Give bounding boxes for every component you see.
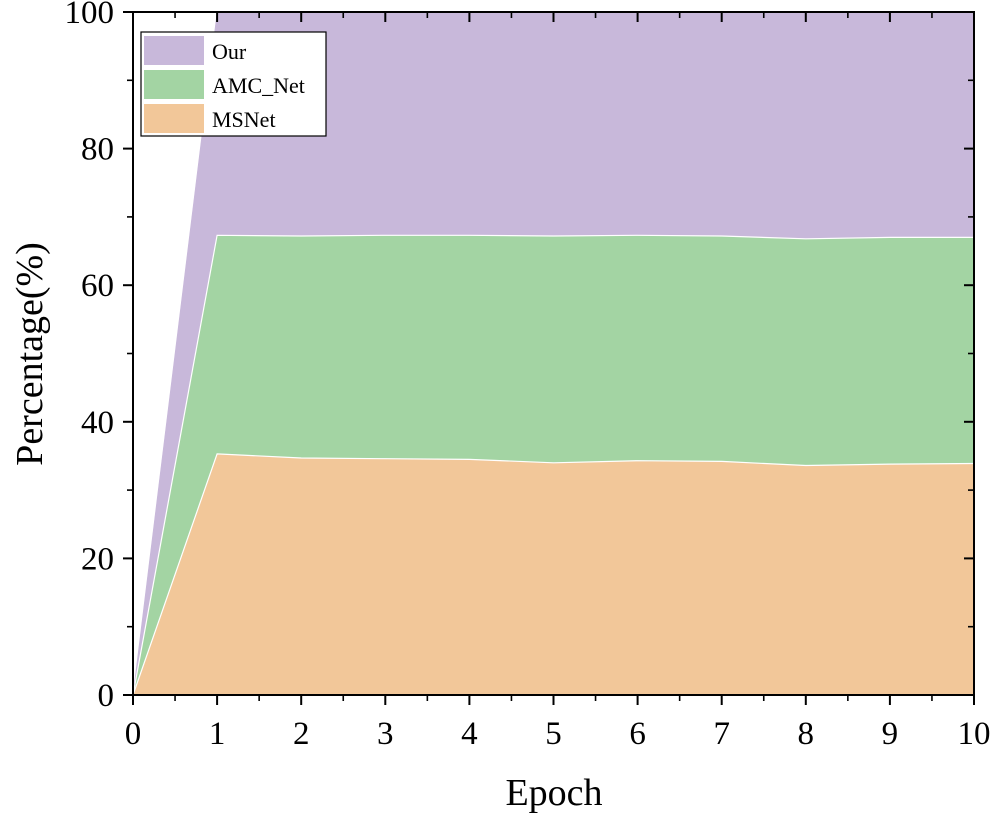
x-tick-label: 4 [461, 716, 478, 752]
x-tick-label: 5 [545, 716, 562, 752]
x-tick-labels: 0 1 2 3 4 5 6 7 8 9 10 [125, 716, 991, 752]
axis-ticks [123, 11, 975, 705]
area-edges [132, 234, 975, 696]
x-tick-label: 8 [798, 716, 815, 752]
legend: Our AMC_Net MSNet [140, 31, 327, 137]
legend-label-our: Our [212, 39, 247, 64]
legend-swatch-amc-net [144, 70, 204, 99]
legend-swatch-msnet [144, 104, 204, 133]
area-edge-msnet [132, 453, 975, 696]
x-tick-label: 9 [882, 716, 899, 752]
y-tick-label: 100 [65, 0, 115, 31]
x-tick-label: 3 [377, 716, 394, 752]
legend-label-msnet: MSNet [212, 107, 276, 132]
legend-swatch-our [144, 36, 204, 65]
x-tick-label: 7 [713, 716, 730, 752]
y-tick-label: 60 [81, 268, 114, 304]
y-tick-label: 40 [81, 405, 114, 441]
x-tick-label: 10 [958, 716, 991, 752]
x-tick-label: 0 [125, 716, 142, 752]
x-tick-label: 2 [293, 716, 310, 752]
y-axis-title: Percentage(%) [9, 242, 51, 466]
x-tick-label: 6 [629, 716, 646, 752]
area-series-msnet [132, 453, 975, 696]
x-axis-title: Epoch [505, 772, 602, 814]
y-tick-label: 20 [81, 541, 114, 577]
area-edge-amc-net [132, 234, 974, 696]
y-tick-label: 80 [81, 132, 114, 168]
x-tick-label: 1 [209, 716, 226, 752]
y-tick-labels: 0 20 40 60 80 100 [65, 0, 115, 714]
y-tick-label: 0 [98, 678, 115, 714]
legend-label-amc-net: AMC_Net [212, 73, 305, 98]
